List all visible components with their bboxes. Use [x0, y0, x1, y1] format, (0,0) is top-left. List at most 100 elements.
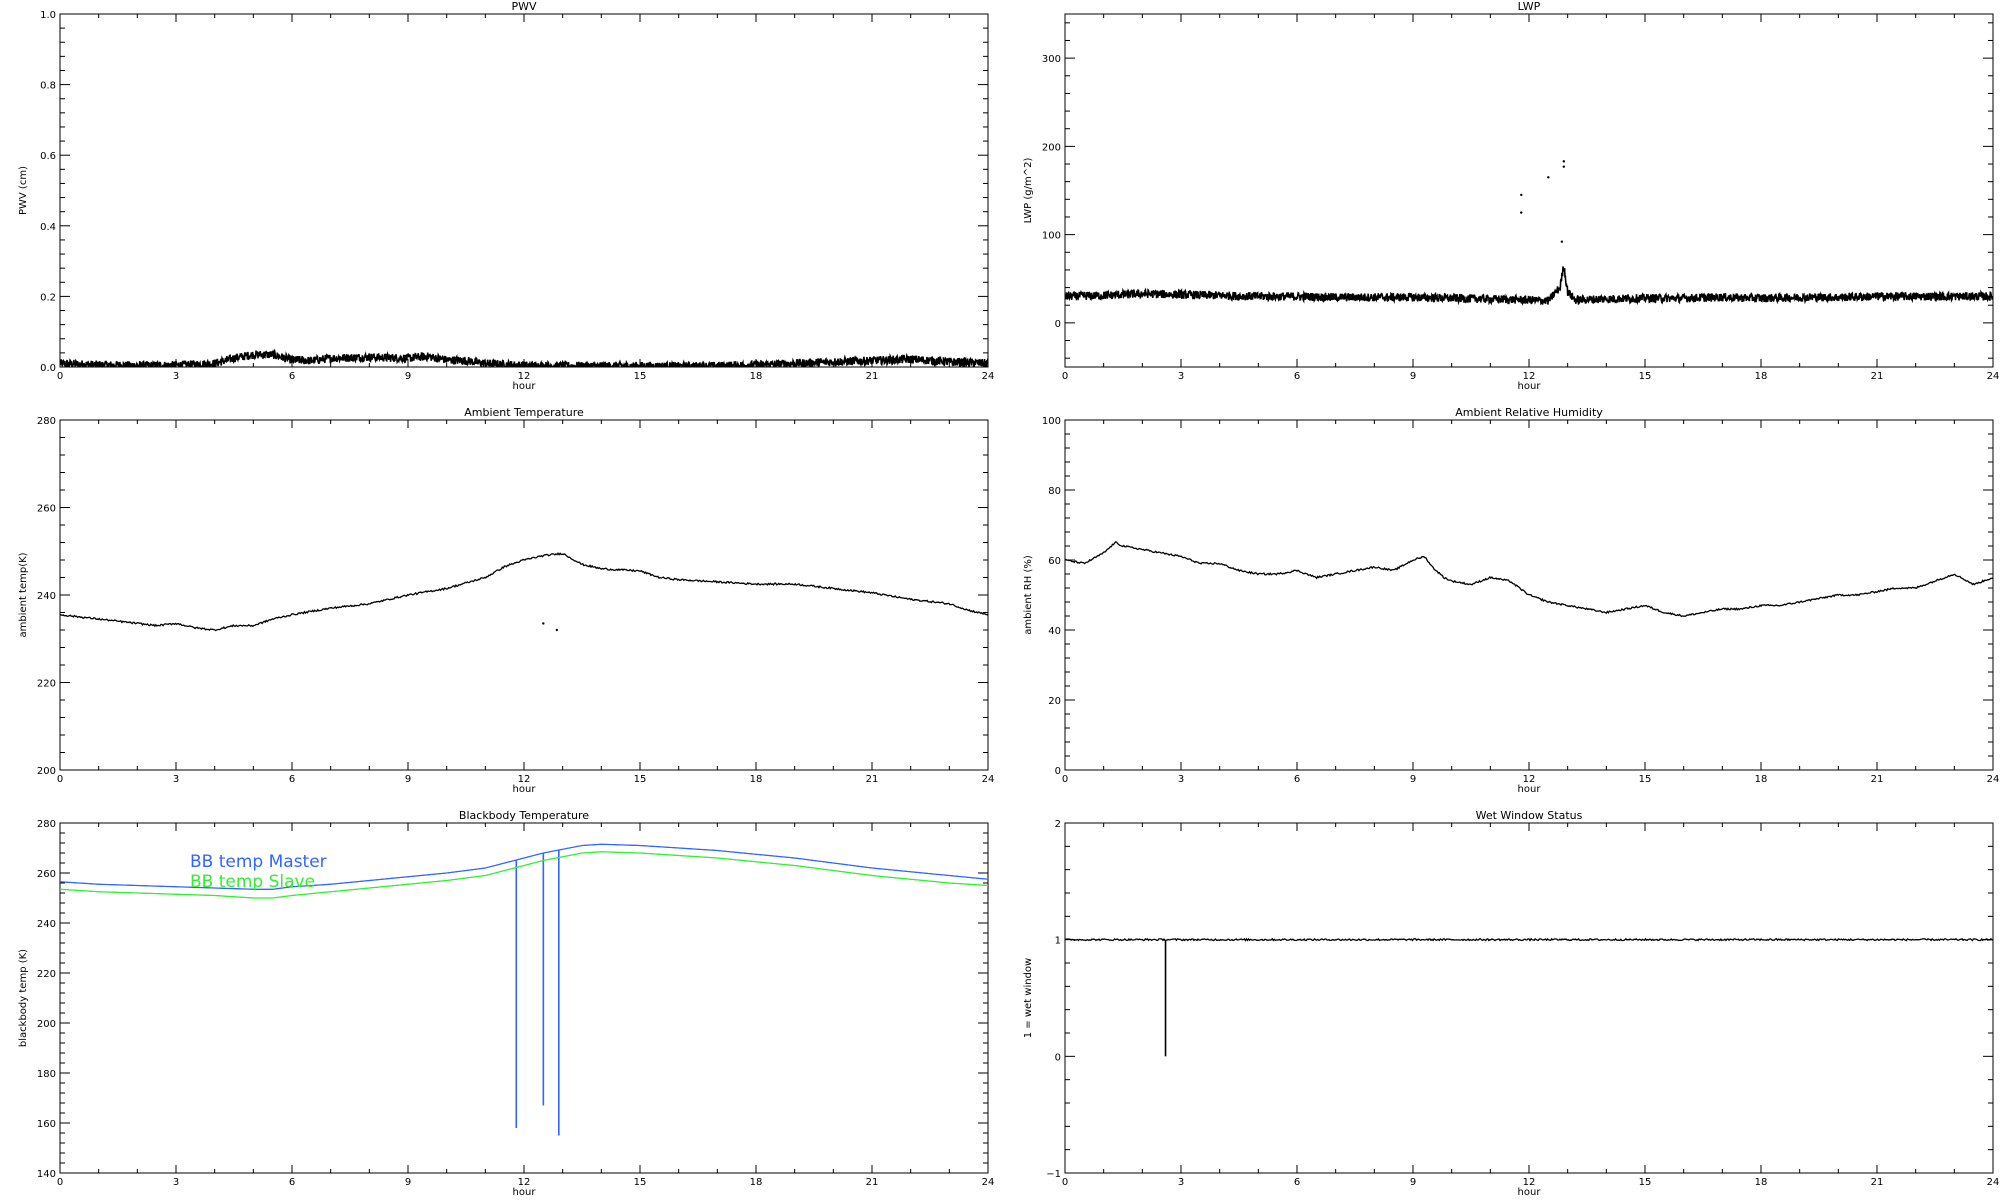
x-tick-label: 18: [750, 774, 763, 785]
x-tick-label: 6: [1294, 1177, 1300, 1188]
chart-title: Wet Window Status: [1476, 809, 1583, 822]
y-tick-label: 220: [37, 969, 56, 980]
plot-frame: [59, 13, 989, 368]
data-area: [1065, 541, 1993, 618]
x-tick-label: 6: [1294, 371, 1300, 382]
y-axis-label: PWV (cm): [18, 166, 29, 215]
outlier-point: [555, 628, 559, 632]
y-tick-label: 1.0: [40, 10, 56, 21]
chart-title: PWV: [511, 0, 537, 13]
y-tick-label: 20: [1048, 696, 1061, 707]
x-tick-label: 3: [173, 1177, 179, 1188]
x-tick-label: 0: [57, 774, 63, 785]
data-area: [60, 552, 988, 632]
y-tick-label: 40: [1048, 626, 1061, 637]
y-tick-label: 100: [1042, 231, 1061, 242]
x-tick-label: 3: [1178, 774, 1184, 785]
y-axis-label: LWP (g/m^2): [1023, 158, 1034, 224]
x-axis-label: hour: [1518, 381, 1542, 392]
x-tick-label: 12: [1523, 774, 1536, 785]
y-tick-label: 1: [1055, 936, 1061, 947]
plot-frame: [59, 419, 989, 771]
data-area: [60, 843, 988, 1136]
series-line-1: [60, 348, 988, 367]
plot-frame: [1064, 822, 1994, 1174]
y-tick-label: 0: [1055, 319, 1061, 330]
x-tick-label: 21: [1871, 1177, 1884, 1188]
x-tick-label: 15: [634, 371, 647, 382]
x-axis-label: hour: [1518, 784, 1542, 795]
legend-entry: BB temp Master: [190, 852, 327, 872]
y-axis-label: blackbody temp (K): [18, 949, 29, 1047]
x-tick-label: 24: [982, 371, 995, 382]
y-tick-label: 0.6: [40, 151, 56, 162]
x-tick-label: 15: [634, 1177, 647, 1188]
outlier-point: [1520, 193, 1523, 197]
chart-panel-5: Blackbody Temperature 0 3 6 9 12 15 18 21 24 hour 1…: [18, 809, 994, 1198]
x-tick-label: 9: [405, 371, 411, 382]
series-line-1: [1065, 266, 1993, 306]
x-axis-label: hour: [513, 1187, 537, 1198]
x-tick-label: 9: [405, 774, 411, 785]
y-tick-label: 0.2: [40, 292, 56, 303]
x-tick-label: 12: [518, 774, 531, 785]
x-tick-label: 3: [173, 371, 179, 382]
y-axis-label: ambient RH (%): [1023, 555, 1034, 635]
y-tick-label: 200: [37, 766, 56, 777]
y-axis-label: 1 = wet window: [1023, 958, 1034, 1038]
y-tick-label: 300: [1042, 54, 1061, 65]
y-tick-label: 220: [37, 679, 56, 690]
chart-title: Blackbody Temperature: [459, 809, 589, 822]
x-tick-label: 15: [1639, 774, 1652, 785]
series-line-1: [1065, 541, 1993, 618]
x-tick-label: 3: [1178, 371, 1184, 382]
outlier-point: [1560, 240, 1564, 243]
outlier-point: [542, 622, 545, 625]
x-tick-label: 21: [1871, 371, 1884, 382]
x-tick-label: 3: [1178, 1177, 1184, 1188]
x-tick-label: 18: [1755, 1177, 1768, 1188]
x-tick-label: 21: [1871, 774, 1884, 785]
x-tick-label: 21: [866, 1177, 879, 1188]
y-tick-label: 140: [37, 1169, 56, 1180]
chart-panel-4: Ambient Relative Humidity 0 3 6 9 12 15 18 21 24 h…: [1023, 406, 1999, 795]
x-axis-label: hour: [513, 381, 537, 392]
outlier-point: [1562, 160, 1566, 163]
x-tick-label: 18: [750, 371, 763, 382]
x-tick-label: 15: [1639, 1177, 1652, 1188]
chart-panel-1: PWV 0 3 6 9 12 15 18 21 24 hour 0.0 0.2 0.4 0.6 0.8 1.0 P…: [18, 0, 994, 392]
outlier-point: [1520, 211, 1523, 214]
chart-panel-2: LWP 0 3 6 9 12 15 18 21 24 hour 0 100 200 300 LWP (g/m^…: [1023, 0, 1999, 392]
chart-panel-3: Ambient Temperature 0 3 6 9 12 15 18 21 24 hour 200…: [18, 406, 994, 795]
chart-title: Ambient Temperature: [464, 406, 584, 419]
x-tick-label: 24: [982, 1177, 995, 1188]
x-tick-label: 18: [1755, 371, 1768, 382]
x-tick-label: 12: [518, 1177, 531, 1188]
y-tick-label: 0.4: [40, 222, 56, 233]
x-tick-label: 24: [982, 774, 995, 785]
x-tick-label: 24: [1987, 774, 2000, 785]
series-line-1: [60, 552, 988, 632]
x-tick-label: 6: [1294, 774, 1300, 785]
x-tick-label: 0: [1062, 1177, 1068, 1188]
y-tick-label: 260: [37, 869, 56, 880]
outlier-point: [1562, 165, 1566, 168]
x-tick-label: 6: [289, 371, 295, 382]
x-tick-label: 6: [289, 1177, 295, 1188]
y-tick-label: 240: [37, 591, 56, 602]
plot-frame: [1064, 13, 1994, 368]
y-tick-label: 280: [37, 819, 56, 830]
y-tick-label: 100: [1042, 416, 1061, 427]
x-tick-label: 0: [1062, 774, 1068, 785]
series-line-1: [1065, 937, 1993, 942]
x-tick-label: 21: [866, 774, 879, 785]
y-tick-label: 200: [37, 1019, 56, 1030]
x-tick-label: 9: [1410, 1177, 1416, 1188]
y-tick-label: 0: [1055, 766, 1061, 777]
y-tick-label: 200: [1042, 142, 1061, 153]
x-tick-label: 12: [518, 371, 531, 382]
outlier-point: [1547, 176, 1550, 179]
x-tick-label: 12: [1523, 371, 1536, 382]
x-tick-label: 0: [57, 1177, 63, 1188]
